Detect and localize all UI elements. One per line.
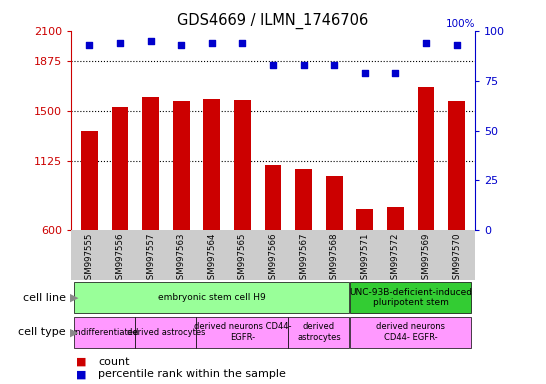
Bar (81, 131, 98, 230)
Text: percentile rank within the sample: percentile rank within the sample (98, 369, 286, 379)
Text: derived astrocytes: derived astrocytes (127, 328, 205, 337)
Point (116, 40, 124, 46)
Bar (197, 316, 288, 348)
Text: GSM997565: GSM997565 (238, 233, 247, 285)
Text: GSM997571: GSM997571 (360, 233, 369, 285)
Bar (349, 316, 471, 348)
Bar (288, 316, 349, 348)
Point (238, 40, 247, 46)
Bar (349, 282, 471, 313)
Bar (234, 100, 251, 230)
Text: GSM997572: GSM997572 (391, 233, 400, 285)
Bar (295, 169, 312, 230)
Point (207, 40, 216, 46)
Bar (173, 101, 189, 230)
Point (391, 70, 400, 76)
Point (330, 61, 339, 68)
Text: ■: ■ (76, 369, 87, 379)
Text: GSM997570: GSM997570 (452, 233, 461, 285)
Text: GSM997556: GSM997556 (115, 233, 124, 285)
Bar (203, 99, 220, 230)
Text: GSM997564: GSM997564 (207, 233, 216, 285)
Bar (142, 97, 159, 230)
Text: GSM997569: GSM997569 (422, 233, 431, 285)
Text: embryonic stem cell H9: embryonic stem cell H9 (158, 293, 266, 302)
Point (422, 40, 430, 46)
Bar (387, 207, 404, 230)
Text: ▶: ▶ (70, 293, 79, 303)
Text: count: count (98, 357, 130, 367)
Bar (326, 176, 343, 230)
Bar (135, 316, 196, 348)
Bar (418, 87, 435, 230)
Text: derived
astrocytes: derived astrocytes (297, 323, 341, 342)
Bar (357, 209, 373, 230)
Bar (111, 107, 128, 230)
Text: GSM997566: GSM997566 (269, 233, 277, 285)
Text: derived neurons
CD44- EGFR-: derived neurons CD44- EGFR- (376, 323, 445, 342)
Point (452, 41, 461, 48)
Point (299, 61, 308, 68)
Bar (448, 101, 465, 230)
Text: GSM997557: GSM997557 (146, 233, 155, 285)
Text: cell line: cell line (22, 293, 66, 303)
Text: GSM997567: GSM997567 (299, 233, 308, 285)
Text: GSM997563: GSM997563 (177, 233, 186, 285)
Text: cell type: cell type (18, 327, 66, 337)
Title: GDS4669 / ILMN_1746706: GDS4669 / ILMN_1746706 (177, 13, 369, 29)
Text: GSM997568: GSM997568 (330, 233, 339, 285)
Text: derived neurons CD44-
EGFR-: derived neurons CD44- EGFR- (194, 323, 291, 342)
Text: 100%: 100% (446, 19, 475, 29)
Point (85, 41, 94, 48)
Bar (74, 316, 135, 348)
Point (269, 61, 277, 68)
Text: undifferentiated: undifferentiated (70, 328, 139, 337)
Point (177, 41, 186, 48)
Text: UNC-93B-deficient-induced
pluripotent stem: UNC-93B-deficient-induced pluripotent st… (349, 288, 472, 307)
Bar (74, 282, 349, 313)
Point (146, 38, 155, 44)
Point (360, 70, 369, 76)
Text: ▶: ▶ (70, 327, 79, 337)
Bar (265, 164, 281, 230)
Text: ■: ■ (76, 357, 87, 367)
Text: GSM997555: GSM997555 (85, 233, 94, 285)
